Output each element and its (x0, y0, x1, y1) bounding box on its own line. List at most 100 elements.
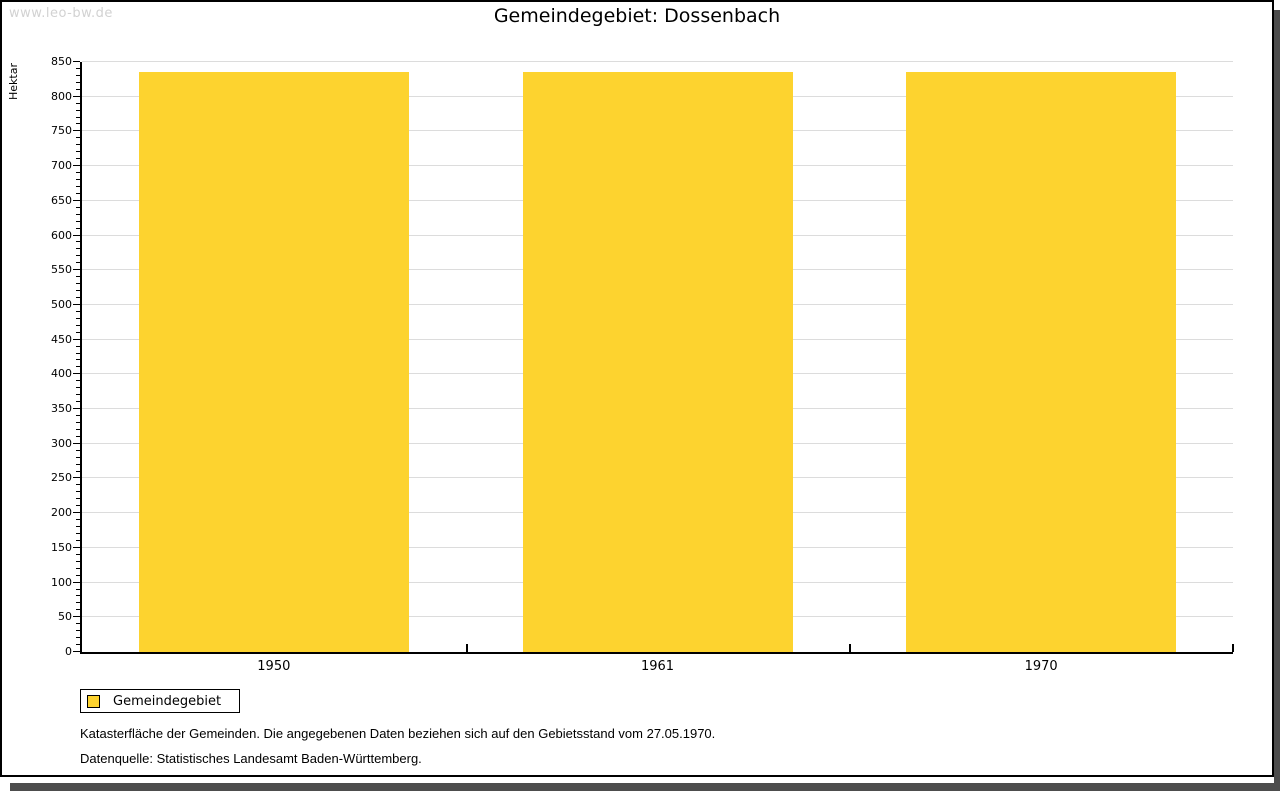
y-axis-tick-label: 350 (51, 402, 72, 416)
y-axis-minor-tick (76, 220, 80, 222)
y-gridline (82, 61, 1233, 62)
y-axis-tick-label: 200 (51, 506, 72, 520)
y-axis-major-tick (73, 199, 80, 201)
x-axis-end-tick (1232, 644, 1234, 652)
y-axis-major-tick (73, 269, 80, 271)
y-axis-minor-tick (76, 345, 80, 347)
y-axis-minor-tick (76, 192, 80, 194)
y-axis-minor-tick (76, 241, 80, 243)
y-axis-minor-tick (76, 595, 80, 597)
y-axis-major-tick (73, 477, 80, 479)
x-axis-tick-label: 1961 (640, 659, 675, 674)
y-axis-minor-tick (76, 560, 80, 562)
y-axis-minor-tick (76, 435, 80, 437)
y-axis-tick-label: 700 (51, 159, 72, 173)
y-axis-minor-tick (76, 144, 80, 146)
y-axis-minor-tick (76, 283, 80, 285)
y-axis-minor-tick (76, 109, 80, 111)
y-axis-minor-tick (76, 491, 80, 493)
y-axis-tick-label: 450 (51, 332, 72, 346)
y-axis-minor-tick (76, 317, 80, 319)
y-axis-minor-tick (76, 297, 80, 298)
y-axis-major-tick (73, 408, 80, 410)
x-axis-tick-label: 1950 (257, 659, 291, 674)
y-axis-minor-tick (76, 88, 80, 90)
y-axis-minor-tick (76, 533, 80, 534)
y-axis-tick-label: 400 (51, 367, 72, 381)
y-axis-minor-tick (76, 172, 80, 174)
y-axis-minor-tick (76, 366, 80, 368)
y-axis-tick-label: 600 (51, 228, 72, 242)
y-axis-major-tick (73, 165, 80, 167)
y-axis-minor-tick (76, 553, 80, 555)
y-axis-minor-tick (76, 401, 80, 403)
footnote-source: Datenquelle: Statistisches Landesamt Bad… (80, 751, 422, 766)
y-axis-tick-label: 300 (51, 436, 72, 450)
y-axis-tick-label: 50 (58, 610, 72, 624)
y-axis-minor-tick (76, 623, 80, 625)
y-axis-minor-tick (76, 67, 80, 69)
y-axis-major-tick (73, 61, 80, 62)
y-axis-tick-label: 800 (51, 89, 72, 103)
y-axis-major-tick (73, 303, 80, 305)
chart-frame: www.leo-bw.de Gemeindegebiet: Dossenbach… (0, 0, 1274, 777)
y-axis-minor-tick (76, 602, 80, 604)
y-axis-tick-label: 650 (51, 193, 72, 207)
y-axis-minor-tick (76, 609, 80, 611)
y-axis-minor-tick (76, 123, 80, 125)
y-axis-tick-label: 850 (51, 55, 72, 68)
y-axis-major-tick (73, 651, 80, 652)
y-axis-minor-tick (76, 81, 80, 83)
y-axis-minor-tick (76, 151, 80, 153)
y-axis-minor-tick (76, 276, 80, 278)
bar-1970 (906, 71, 1177, 652)
y-axis-minor-tick (76, 352, 80, 354)
x-axis-boundary-tick (849, 644, 852, 652)
y-axis-minor-tick (76, 505, 80, 507)
y-axis-major-tick (73, 581, 80, 583)
y-axis-minor-tick (76, 463, 80, 465)
y-axis-minor-tick (76, 310, 80, 312)
chart-title: Gemeindegebiet: Dossenbach (493, 5, 781, 27)
y-axis-minor-tick (76, 185, 80, 187)
y-axis-tick-label: 0 (65, 645, 72, 658)
y-axis-major-tick (73, 95, 80, 97)
x-axis-tick-label: 1970 (1024, 659, 1058, 674)
y-axis-tick-label: 750 (51, 124, 72, 138)
y-axis-major-tick (73, 234, 80, 236)
y-axis-tick-label: 250 (51, 471, 72, 485)
y-axis-minor-tick (76, 588, 80, 590)
y-axis-tick-label: 100 (51, 575, 72, 589)
y-axis-minor-tick (76, 331, 80, 333)
y-axis-minor-tick (76, 213, 80, 215)
y-axis-minor-tick (76, 102, 80, 104)
y-axis-minor-tick (76, 137, 80, 139)
y-axis-minor-tick (76, 449, 80, 451)
y-axis-minor-tick (76, 179, 80, 180)
y-axis-minor-tick (76, 387, 80, 389)
y-axis-minor-tick (76, 74, 80, 76)
y-axis-minor-tick (76, 248, 80, 250)
y-axis-minor-tick (76, 498, 80, 500)
legend-box: Gemeindegebiet (80, 689, 241, 713)
legend-label: Gemeindegebiet (113, 693, 222, 709)
y-axis-minor-tick (76, 421, 80, 423)
y-axis-major-tick (73, 512, 80, 514)
y-axis-tick-label: 500 (51, 297, 72, 311)
y-axis-minor-tick (76, 539, 80, 541)
y-axis-tick-label: 150 (51, 540, 72, 554)
y-axis-minor-tick (76, 644, 80, 646)
y-axis-major-tick (73, 373, 80, 375)
footnote-description: Katasterfläche der Gemeinden. Die angege… (80, 726, 716, 741)
y-axis-minor-tick (76, 380, 80, 382)
y-axis-major-tick (73, 442, 80, 444)
y-axis-minor-tick (76, 630, 80, 632)
y-axis-minor-tick (76, 519, 80, 521)
frame-shadow-bottom (10, 783, 1280, 791)
y-axis-tick-label: 550 (51, 263, 72, 277)
y-axis-minor-tick (76, 255, 80, 257)
x-axis-boundary-tick (465, 644, 468, 652)
y-axis-minor-tick (76, 394, 80, 396)
y-axis-minor-tick (76, 158, 80, 160)
